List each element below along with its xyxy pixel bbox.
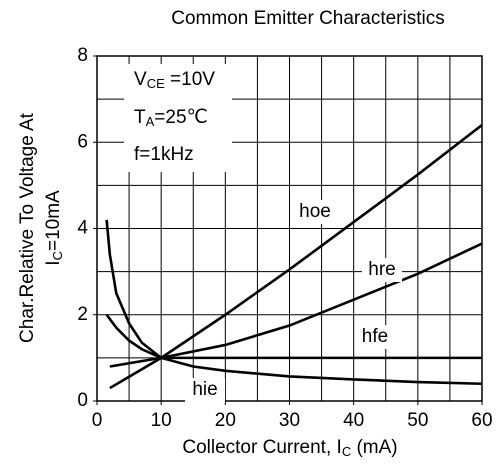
x-tick-label: 40 [343, 410, 364, 431]
series-label-bg [355, 325, 395, 349]
y-tick-label: 4 [77, 218, 88, 239]
y-axis-label-sub: C [50, 251, 65, 260]
x-axis-label: Collector Current, IC (mA) [182, 437, 397, 459]
annotation-backdrop [124, 64, 232, 172]
annotation-main: V [134, 69, 147, 90]
x-axis-label-main: Collector Current, I [182, 437, 341, 458]
x-tick-label: 50 [407, 410, 428, 431]
series-label-bg [185, 378, 225, 402]
series-label: hoe [299, 201, 331, 222]
annotation-main: f=1kHz [134, 144, 194, 165]
annotation-sub: CE [147, 76, 165, 91]
y-axis-label-rest: =10mA [43, 190, 64, 251]
curve [105, 313, 482, 360]
annotation-main: T [134, 107, 146, 128]
y-axis-label-main: I [43, 260, 64, 265]
curve [109, 242, 483, 368]
series-label: hre [368, 259, 395, 280]
series-label-bg [295, 200, 335, 224]
series-label-bg [362, 258, 402, 282]
series-label: hie [192, 379, 217, 400]
annotation: VCE =10V [134, 69, 215, 91]
y-tick-label: 2 [77, 304, 88, 325]
series-label: hfe [362, 326, 388, 347]
y-axis-label: IC=10mA [43, 190, 65, 266]
x-tick-label: 20 [215, 410, 236, 431]
chart-title: Common Emitter Characteristics [171, 8, 444, 29]
y-axis-label-main: Char.Relative To Voltage At [17, 112, 38, 343]
annotation: TA=25℃ [134, 107, 208, 129]
curve [105, 219, 483, 386]
x-tick-label: 10 [151, 410, 172, 431]
y-axis-label: Char.Relative To Voltage At [17, 112, 38, 343]
x-tick-label: 0 [92, 410, 103, 431]
x-tick-label: 60 [471, 410, 492, 431]
y-tick-label: 0 [77, 390, 88, 411]
annotation-sub: A [146, 114, 155, 129]
annotation-rest: =10V [165, 69, 216, 90]
annotation: f=1kHz [134, 144, 194, 165]
annotation-rest: =25℃ [154, 107, 208, 128]
y-tick-label: 8 [77, 45, 88, 66]
y-tick-label: 6 [77, 131, 88, 152]
x-axis-label-rest: (mA) [351, 437, 397, 458]
x-axis-label-sub: C [342, 444, 351, 459]
x-tick-label: 30 [279, 410, 300, 431]
